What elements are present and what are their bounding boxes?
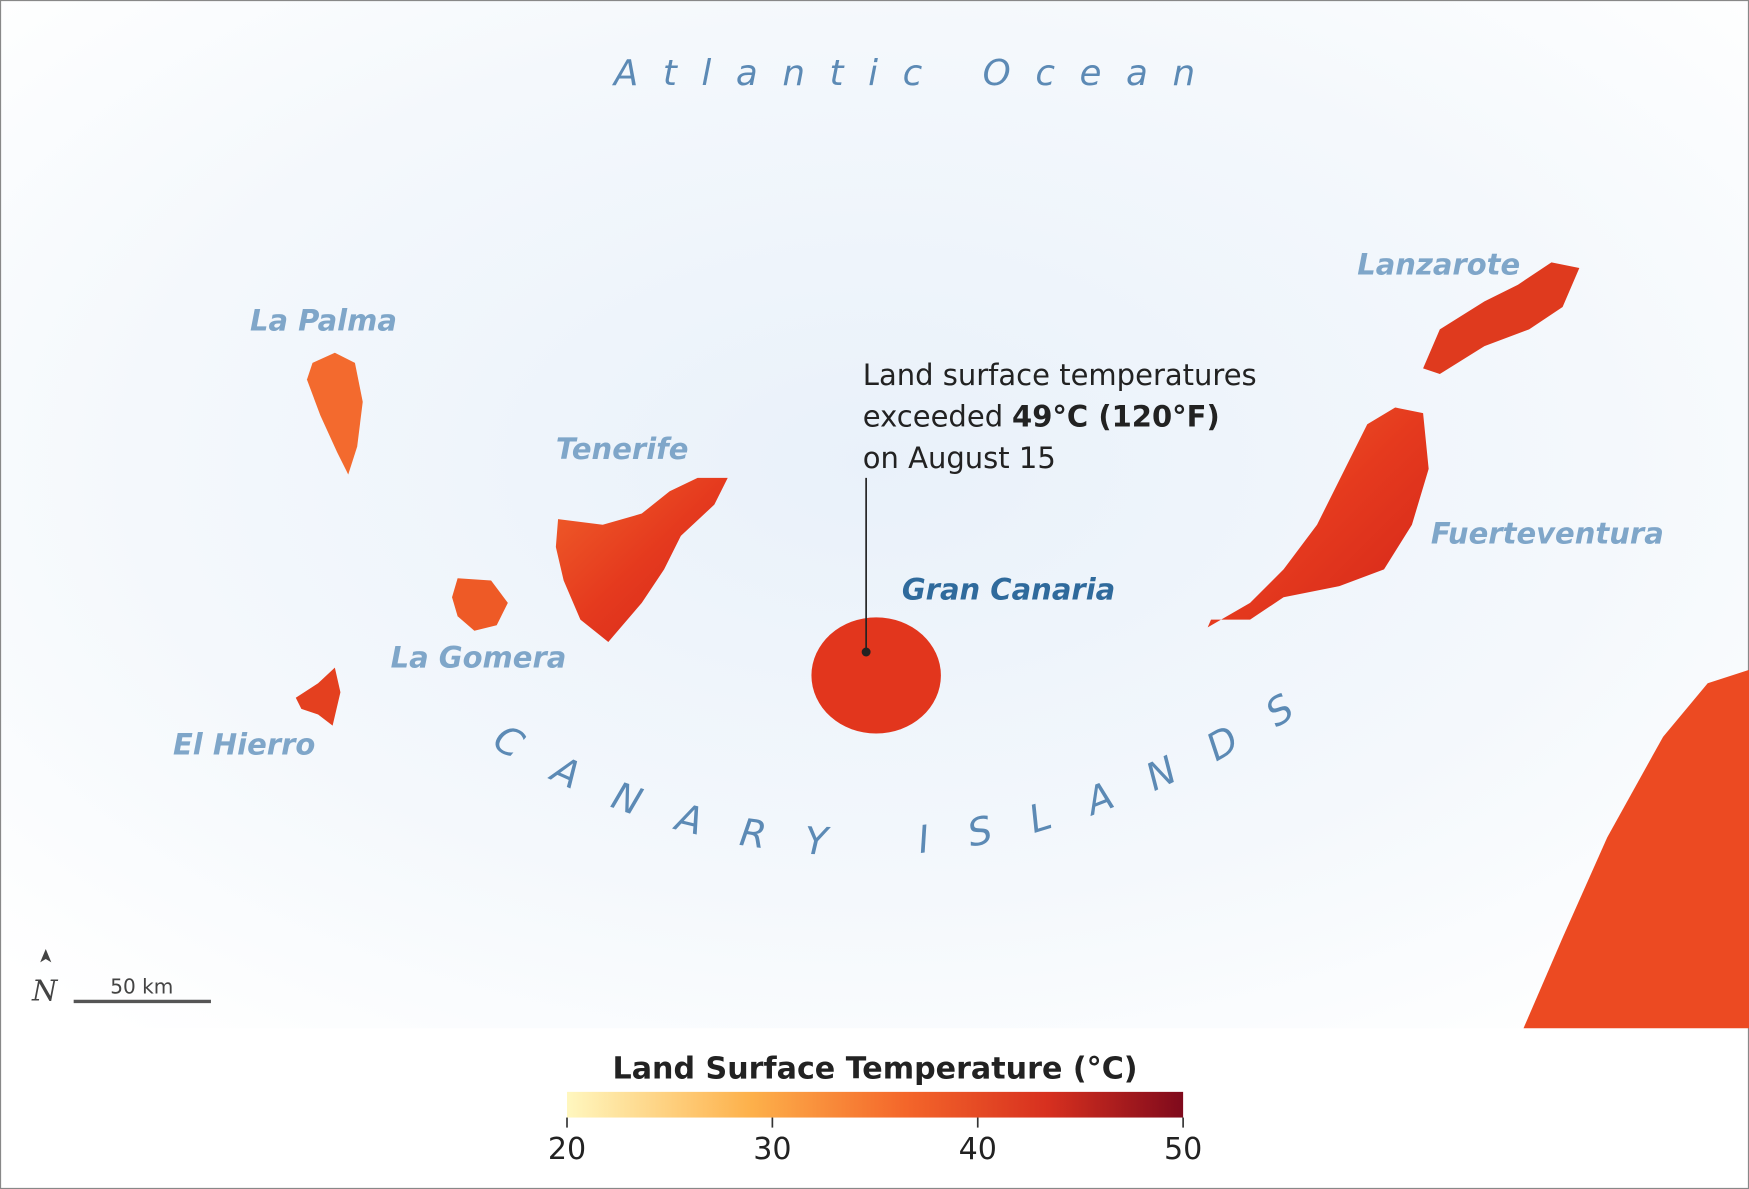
colorbar	[567, 1091, 1184, 1118]
north-label: N	[31, 973, 59, 1007]
annotation-line: exceeded 49°C (120°F)	[863, 399, 1220, 433]
scale-label: 50 km	[110, 975, 173, 999]
island-label: Gran Canaria	[902, 573, 1115, 607]
lanzarote-shape	[1423, 262, 1580, 375]
el-hierro-shape	[295, 667, 341, 726]
colorbar-tick-label: 50	[1164, 1132, 1202, 1167]
annotation-dot	[861, 647, 871, 657]
island-label: Fuerteventura	[1431, 517, 1664, 551]
sea	[0, 0, 1749, 1029]
annotation-bold: 49°C (120°F)	[1012, 399, 1220, 433]
annotation-line: on August 15	[863, 441, 1056, 475]
la-gomera-shape	[452, 578, 508, 631]
colorbar-tick-label: 20	[548, 1132, 586, 1167]
north-arrow	[40, 948, 52, 963]
colorbar-tick-label: 40	[959, 1132, 997, 1167]
island-label: La Palma	[250, 303, 397, 337]
island-label: El Hierro	[173, 728, 315, 762]
island-label: Tenerife	[556, 432, 689, 466]
tenerife-shape	[555, 477, 728, 642]
ocean-label: Atlantic Ocean	[612, 53, 1220, 94]
africa-shape	[1523, 669, 1749, 1029]
colorbar-tick-label: 30	[753, 1132, 791, 1167]
island-label: Lanzarote	[1357, 248, 1520, 282]
island-label: La Gomera	[391, 641, 567, 675]
colorbar-ticks: 20 30 40 50	[548, 1117, 1202, 1167]
annotation-text: exceeded	[863, 399, 1003, 433]
islands	[295, 262, 1749, 1029]
fuerteventura-shape	[1207, 407, 1429, 628]
legend-title: Land Surface Temperature (°C)	[613, 1051, 1138, 1086]
gran-canaria-shape	[811, 617, 941, 734]
la-palma-shape	[306, 352, 363, 475]
annotation-line: Land surface temperatures	[863, 358, 1257, 392]
